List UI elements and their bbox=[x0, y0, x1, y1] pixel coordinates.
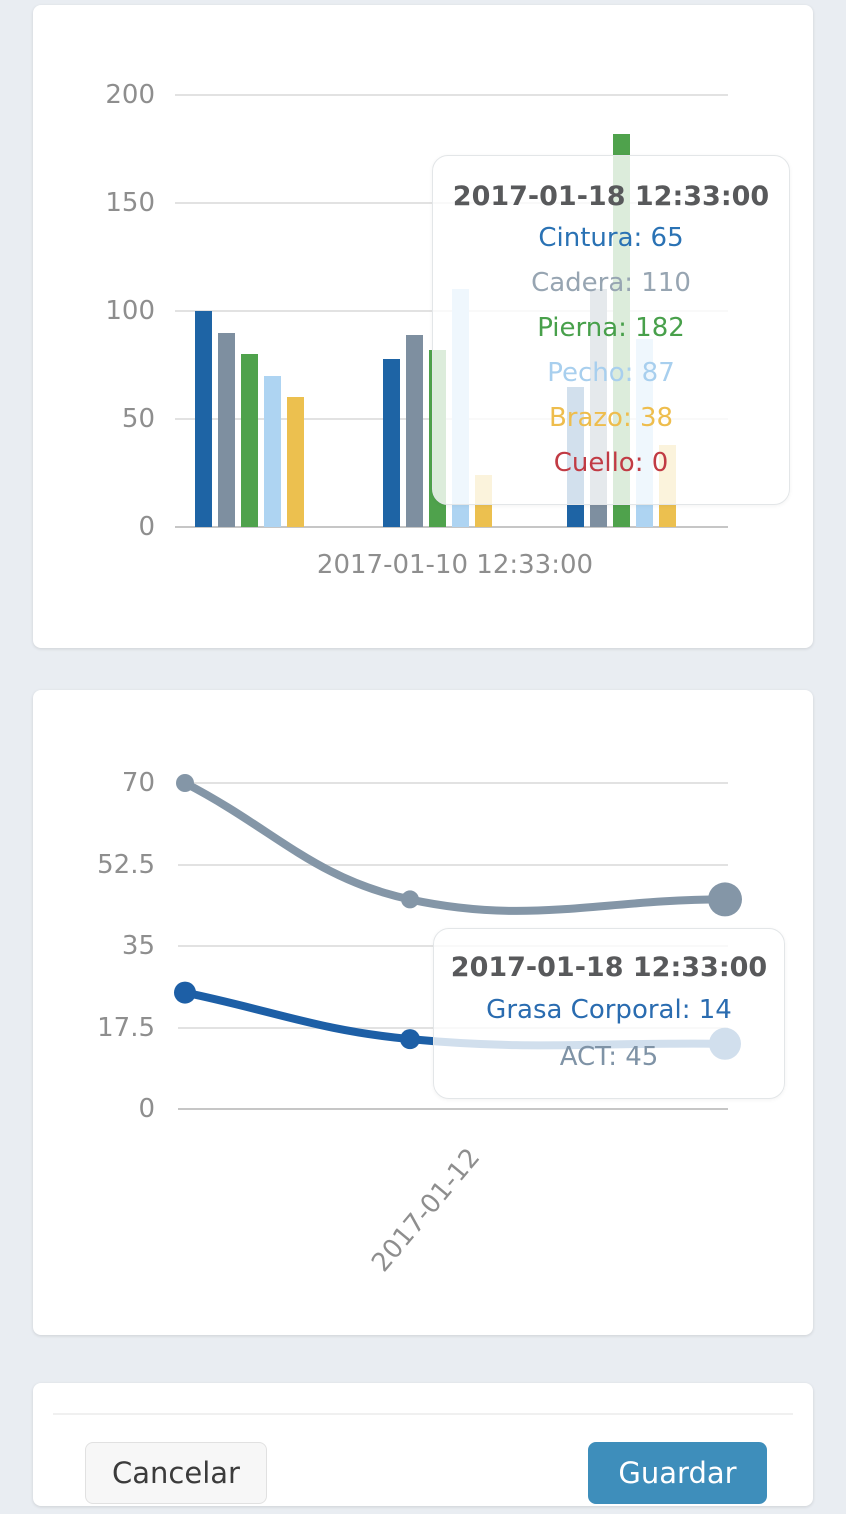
gridline bbox=[178, 863, 728, 866]
point-grasa-corporal-1[interactable] bbox=[400, 1029, 420, 1050]
line-chart-card: 70 52.5 35 17.5 0 2017-01-12 2017-01-18 12:3… bbox=[33, 690, 813, 1335]
y-axis-tick: 0 bbox=[138, 512, 155, 542]
bar-pecho-0[interactable] bbox=[264, 375, 281, 527]
tooltip-title: 2017-01-18 12:33:00 bbox=[450, 952, 768, 983]
gridline bbox=[175, 94, 728, 96]
cancel-button[interactable]: Cancelar bbox=[85, 1442, 267, 1504]
tooltip-row-pierna: Pierna: 182 bbox=[537, 313, 685, 343]
footer-divider bbox=[53, 1413, 793, 1415]
tooltip-row-brazo: Brazo: 38 bbox=[548, 403, 674, 433]
line-act bbox=[181, 779, 729, 915]
point-act-2[interactable] bbox=[708, 882, 742, 917]
bar-cintura-1[interactable] bbox=[383, 358, 400, 527]
bar-x-axis-label: 2017-01-10 12:33:00 bbox=[316, 550, 594, 580]
bar-cintura-0[interactable] bbox=[195, 311, 212, 527]
point-act-1[interactable] bbox=[401, 890, 419, 909]
tooltip-row-pecho: Pecho: 87 bbox=[547, 358, 675, 388]
point-grasa-corporal-0[interactable] bbox=[174, 981, 196, 1004]
y-axis-tick: 100 bbox=[105, 296, 155, 326]
bar-chart-card: 200 150 100 50 0 2017-01-10 12:33:00 2017-01… bbox=[33, 5, 813, 648]
footer-card: Cancelar Guardar bbox=[33, 1383, 813, 1506]
point-act-0[interactable] bbox=[176, 774, 194, 792]
gridline bbox=[175, 526, 728, 528]
bar-cadera-1[interactable] bbox=[406, 334, 423, 527]
line-chart-tooltip: 2017-01-18 12:33:00 Grasa Corporal: 14 AC… bbox=[433, 928, 785, 1099]
card-accent-bar bbox=[33, 1383, 813, 1391]
tooltip-row-cadera: Cadera: 110 bbox=[531, 268, 691, 298]
y-axis-tick: 17.5 bbox=[97, 1012, 155, 1043]
save-button[interactable]: Guardar bbox=[588, 1442, 767, 1504]
y-axis-tick: 200 bbox=[105, 80, 155, 110]
gridline bbox=[178, 1108, 728, 1110]
y-axis-tick: 70 bbox=[121, 768, 155, 798]
tooltip-row-cuello: Cuello: 0 bbox=[553, 448, 669, 478]
y-axis-tick: 0 bbox=[138, 1094, 155, 1124]
y-axis-tick: 150 bbox=[105, 188, 155, 218]
tooltip-row-grasa-corporal: Grasa Corporal: 14 bbox=[486, 995, 732, 1025]
tooltip-row-cintura: Cintura: 65 bbox=[538, 223, 684, 253]
gridline bbox=[178, 782, 728, 784]
y-axis-tick: 52.5 bbox=[97, 849, 155, 880]
tooltip-row-act: ACT: 45 bbox=[559, 1042, 659, 1072]
tooltip-title: 2017-01-18 12:33:00 bbox=[452, 181, 770, 212]
bar-cadera-0[interactable] bbox=[218, 332, 235, 527]
y-axis-tick: 50 bbox=[121, 404, 155, 434]
y-axis-tick: 35 bbox=[121, 931, 155, 961]
bar-chart-tooltip: 2017-01-18 12:33:00 Cintura: 65 Cadera: 1… bbox=[432, 155, 790, 505]
bar-brazo-0[interactable] bbox=[287, 397, 304, 527]
bar-pierna-0[interactable] bbox=[241, 354, 258, 527]
